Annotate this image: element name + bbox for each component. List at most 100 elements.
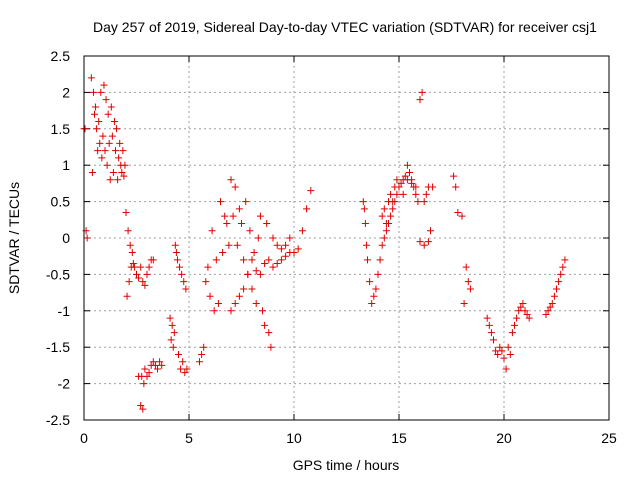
data-point	[240, 285, 248, 293]
y-tick-labels: -2.5 -2 -1.5 -1 -0.5 0 0.5 1 1.5 2 2.5	[46, 48, 70, 428]
data-point	[416, 238, 424, 246]
data-point	[109, 168, 117, 176]
data-point	[387, 212, 395, 220]
data-point	[107, 103, 115, 111]
data-point	[176, 263, 184, 271]
data-point	[553, 285, 560, 293]
data-point	[483, 314, 491, 322]
data-point	[294, 245, 302, 253]
data-point	[429, 183, 437, 191]
data-point	[94, 147, 102, 155]
data-point	[171, 241, 179, 249]
grid-lines	[84, 56, 609, 420]
data-point	[359, 198, 367, 206]
data-point	[120, 172, 128, 180]
data-point	[166, 314, 174, 322]
data-point	[370, 292, 378, 300]
data-point	[374, 270, 382, 278]
data-point	[462, 263, 470, 271]
data-point	[521, 307, 529, 315]
data-point	[412, 183, 420, 191]
data-point	[110, 118, 118, 126]
data-point	[149, 256, 157, 264]
data-point	[368, 300, 376, 308]
data-point	[124, 227, 132, 235]
data-point	[177, 365, 185, 373]
data-point	[427, 227, 434, 235]
data-point	[221, 212, 229, 220]
data-point	[219, 249, 227, 257]
y-tick-label: 0.5	[51, 194, 71, 210]
data-point	[282, 252, 290, 260]
data-point	[525, 314, 533, 322]
data-point	[87, 74, 95, 82]
data-point	[542, 310, 550, 318]
series-arc-4	[135, 358, 166, 413]
data-point	[261, 321, 269, 329]
data-point	[286, 234, 294, 242]
data-point	[196, 358, 203, 366]
data-point	[555, 278, 563, 286]
x-tick-label: 5	[185, 430, 193, 446]
data-point	[181, 369, 189, 377]
data-point	[406, 168, 413, 176]
data-point	[133, 270, 140, 278]
data-point	[96, 139, 104, 147]
data-point	[206, 292, 214, 300]
y-tick-label: 2.5	[51, 48, 71, 64]
y-tick-label: -1.5	[46, 339, 70, 355]
data-point	[303, 205, 311, 213]
data-point	[99, 132, 107, 140]
series-arc-6	[196, 198, 233, 366]
data-point	[97, 88, 105, 96]
data-point	[130, 263, 138, 271]
series-arc-10	[378, 176, 437, 249]
y-tick-label: 1	[62, 157, 70, 173]
data-point	[382, 219, 390, 227]
data-point	[380, 234, 388, 242]
data-point	[217, 198, 224, 206]
data-point	[145, 263, 153, 271]
data-point	[210, 307, 218, 315]
data-point	[167, 336, 175, 344]
data-point	[366, 278, 374, 286]
y-tick-label: 1.5	[51, 121, 71, 137]
data-point	[513, 314, 521, 322]
data-point	[500, 354, 508, 362]
data-point	[267, 343, 275, 351]
data-point	[393, 190, 401, 198]
data-point	[81, 125, 89, 133]
data-point	[227, 176, 235, 184]
data-point	[454, 209, 462, 217]
data-point	[198, 350, 206, 358]
data-point	[376, 256, 384, 264]
data-point	[557, 270, 565, 278]
data-point	[208, 227, 216, 235]
series-arc-2	[87, 74, 129, 184]
data-point	[92, 103, 100, 111]
data-point	[380, 205, 388, 213]
data-point	[168, 321, 176, 329]
data-point	[424, 238, 432, 246]
y-tick-label: 0	[62, 230, 70, 246]
data-point	[252, 267, 260, 275]
data-point	[225, 241, 233, 249]
data-point	[256, 212, 264, 220]
data-point	[412, 190, 420, 198]
data-point	[204, 263, 212, 271]
data-point	[360, 205, 368, 213]
data-point	[173, 256, 181, 264]
data-point	[212, 256, 220, 264]
data-point	[170, 329, 178, 337]
data-point	[145, 369, 153, 377]
data-point	[235, 292, 243, 300]
data-point	[515, 307, 523, 315]
data-point	[175, 350, 182, 358]
data-point	[156, 358, 164, 366]
data-point	[559, 263, 567, 271]
data-point	[408, 179, 416, 187]
data-point	[83, 234, 91, 242]
y-tick-label: -1	[58, 303, 71, 319]
data-point	[223, 219, 231, 227]
data-point	[125, 278, 133, 286]
